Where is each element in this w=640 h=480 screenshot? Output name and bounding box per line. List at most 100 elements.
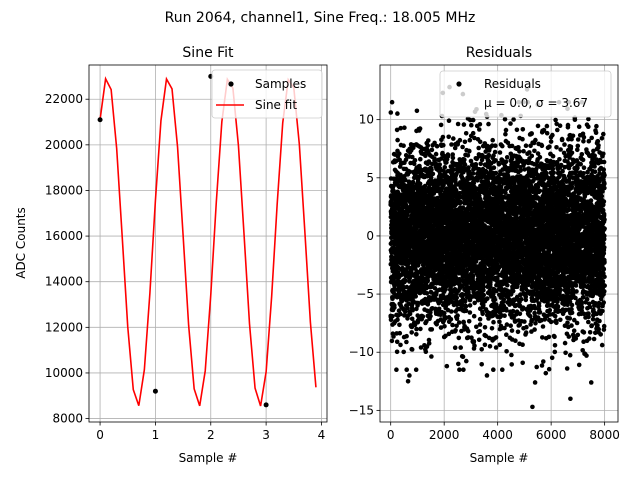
- sine-fit-ytick-label: 10000: [45, 366, 83, 380]
- sine-fit-ytick-label: 14000: [45, 275, 83, 289]
- residual-point: [462, 157, 467, 163]
- residuals-data: [388, 84, 607, 410]
- residual-point: [497, 342, 503, 348]
- residual-point: [405, 305, 410, 311]
- residuals-panel: Residuals Sample # 0 2000 4000 6000 8000−15−…: [349, 45, 620, 465]
- residual-point: [442, 165, 448, 170]
- sample-point: [263, 402, 269, 408]
- residual-point: [438, 325, 444, 330]
- residual-point: [503, 159, 509, 165]
- residual-point: [395, 111, 400, 116]
- residual-point: [504, 155, 510, 160]
- residual-point: [519, 297, 524, 302]
- residual-point: [412, 158, 418, 163]
- residual-point: [511, 117, 516, 122]
- residual-point: [426, 341, 432, 346]
- residual-point: [513, 338, 518, 344]
- residual-point: [390, 314, 395, 319]
- residual-point: [500, 367, 505, 373]
- residuals-ytick-label: −10: [349, 345, 374, 359]
- residual-point: [517, 149, 522, 154]
- residual-point: [492, 297, 498, 303]
- residual-point: [398, 125, 404, 131]
- residuals-xlabel: Sample #: [470, 451, 529, 465]
- residual-point: [477, 322, 483, 327]
- residual-point: [490, 137, 496, 143]
- residual-point: [450, 152, 456, 157]
- residual-point: [425, 277, 431, 283]
- residual-point: [395, 190, 401, 195]
- legend-samples-label: Samples: [255, 77, 306, 91]
- sine-fit-ytick-label: 18000: [45, 183, 83, 197]
- residuals-xtick-label: 2000: [429, 428, 460, 442]
- residual-point: [392, 305, 397, 310]
- residual-point: [469, 122, 474, 128]
- residual-point: [446, 118, 452, 123]
- residual-point: [397, 157, 403, 163]
- residual-point: [417, 126, 423, 131]
- residual-point: [476, 145, 482, 151]
- residual-point: [452, 345, 458, 351]
- residual-point: [426, 138, 431, 143]
- figure-suptitle: Run 2064, channel1, Sine Freq.: 18.005 M…: [165, 10, 476, 26]
- residuals-ytick-label: −5: [356, 287, 374, 301]
- sine-fit-xtick-label: 2: [207, 428, 215, 442]
- residual-point: [429, 147, 435, 153]
- residual-point: [455, 121, 461, 127]
- sine-fit-ytick-label: 8000: [52, 412, 83, 426]
- residuals-xtick-label: 0: [387, 428, 395, 442]
- residual-point: [503, 127, 509, 133]
- residual-point: [486, 152, 492, 158]
- residual-point: [428, 313, 433, 319]
- residual-point: [477, 316, 483, 322]
- residual-point: [491, 165, 497, 170]
- residual-point: [456, 335, 462, 341]
- residual-point: [398, 311, 403, 317]
- residual-point: [509, 328, 515, 333]
- residual-point: [503, 131, 508, 137]
- residuals-ytick-label: −15: [349, 403, 374, 417]
- residual-point: [430, 171, 436, 177]
- residual-point: [509, 362, 514, 367]
- residual-point: [461, 367, 466, 373]
- residual-point: [409, 347, 415, 352]
- residual-point: [445, 153, 451, 159]
- residual-point: [403, 177, 408, 183]
- residual-point: [446, 331, 452, 337]
- residual-point: [452, 145, 458, 151]
- residual-point: [502, 116, 508, 122]
- residual-point: [470, 130, 476, 136]
- residual-point: [493, 345, 499, 350]
- residual-point: [418, 166, 423, 172]
- residual-point: [497, 150, 503, 155]
- residual-point: [477, 127, 482, 132]
- residual-point: [428, 175, 434, 180]
- residual-point: [397, 322, 402, 328]
- residual-point: [454, 323, 459, 329]
- residual-point: [493, 335, 499, 340]
- residual-point: [470, 117, 476, 123]
- residual-point: [390, 296, 395, 302]
- residual-point: [402, 309, 408, 314]
- residual-point: [442, 324, 447, 329]
- residual-point: [517, 311, 523, 317]
- residual-point: [394, 367, 399, 373]
- residual-point: [414, 326, 419, 332]
- residual-point: [423, 296, 428, 302]
- residual-point: [443, 333, 448, 339]
- residual-point: [457, 367, 462, 373]
- residual-point: [424, 319, 429, 324]
- residual-point: [460, 354, 466, 360]
- residual-point: [491, 319, 496, 325]
- residual-point: [403, 278, 408, 284]
- residual-point: [397, 151, 402, 156]
- residual-point: [409, 330, 415, 335]
- residual-point: [487, 344, 493, 349]
- residual-point: [479, 362, 485, 367]
- residual-point: [514, 127, 520, 133]
- residual-point: [388, 110, 394, 115]
- residual-point: [455, 313, 460, 318]
- residual-point: [395, 317, 400, 323]
- sine-fit-title: Sine Fit: [182, 45, 234, 61]
